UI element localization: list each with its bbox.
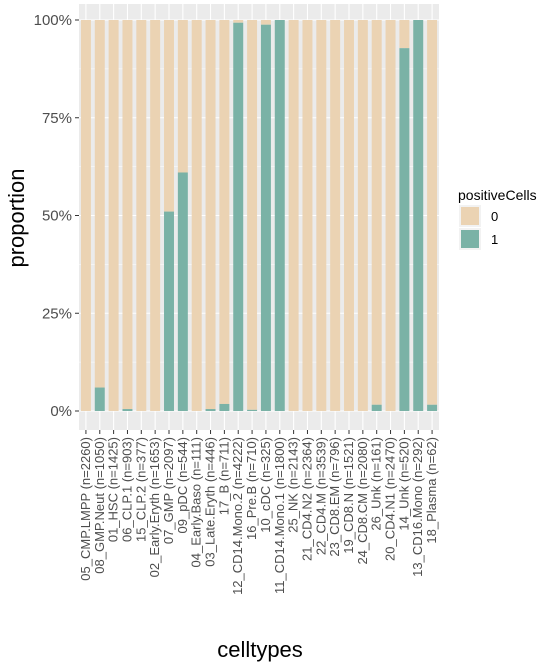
x-tick-label: 22_CD4.M (n=3539)	[313, 437, 328, 555]
x-tick-label: 19_CD8.N (n=1521)	[341, 437, 356, 554]
x-tick-label: 17_B (n=711)	[216, 437, 231, 515]
legend-title: positiveCells	[458, 187, 537, 203]
x-tick-label: 26_Unk (n=161)	[369, 437, 384, 531]
x-tick-label: 12_CD14.Mono.2 (n=4222)	[230, 437, 245, 595]
bar-segment-1	[122, 409, 133, 411]
bar-segment-1	[413, 20, 424, 411]
legend: positiveCells 0 1	[458, 187, 537, 250]
x-axis-ticks: 05_CMP.LMPP (n=2260)08_GMP.Neut (n=1050)…	[78, 430, 439, 595]
bar-segment-1	[247, 409, 258, 411]
bar-segment-0	[177, 20, 188, 173]
bar-segment-0	[260, 20, 271, 25]
y-axis-title: proportion	[4, 168, 29, 267]
bar-segment-0	[357, 20, 368, 411]
x-tick-label: 05_CMP.LMPP (n=2260)	[78, 437, 93, 581]
bar-segment-1	[260, 24, 271, 412]
x-tick-label: 13_CD16.Mono (n=292)	[410, 437, 425, 577]
bar-segment-0	[205, 20, 216, 410]
x-tick-label: 03_Late.Eryth (n=446)	[203, 437, 218, 567]
bar-segment-0	[427, 20, 438, 405]
bar-segment-1	[371, 404, 382, 411]
bar-segment-0	[344, 20, 354, 411]
x-tick-label: 11_CD14.Mono.1 (n=1800)	[272, 437, 287, 594]
bar-segment-0	[164, 20, 174, 212]
legend-swatch-1	[461, 230, 479, 248]
y-tick-label: 25%	[42, 305, 72, 322]
bar-segment-0	[385, 20, 396, 411]
y-tick-label: 50%	[42, 208, 72, 225]
bar-segment-1	[399, 48, 410, 411]
bar-segment-0	[316, 20, 327, 411]
y-tick-label: 100%	[34, 12, 72, 29]
bar-segment-0	[371, 20, 382, 405]
x-tick-label: 08_GMP.Neut (n=1050)	[92, 437, 107, 574]
bar-segment-1	[274, 20, 285, 411]
x-axis-title: celltypes	[217, 637, 303, 662]
x-tick-label: 20_CD4.N1 (n=2470)	[383, 437, 398, 561]
bar-segment-0	[399, 20, 410, 49]
x-tick-label: 21_CD4.N2 (n=2364)	[299, 437, 314, 561]
x-tick-label: 01_HSC (n=1425)	[106, 437, 121, 542]
x-tick-label: 18_Plasma (n=62)	[424, 437, 439, 544]
bar-segment-0	[80, 20, 91, 411]
legend-label-1: 1	[491, 232, 498, 247]
bar-segment-0	[233, 20, 244, 23]
x-tick-label: 09_pDC (n=544)	[175, 437, 190, 533]
bar-segment-1	[427, 404, 438, 411]
y-axis-ticks: 0% 25% 50% 75% 100%	[34, 12, 79, 420]
legend-swatch-0	[461, 207, 479, 225]
y-tick-label: 75%	[42, 110, 72, 127]
bar-segment-0	[191, 20, 202, 411]
bar-segment-1	[205, 409, 216, 411]
legend-label-0: 0	[491, 209, 498, 224]
bar-segment-0	[94, 20, 105, 388]
bar-segment-0	[219, 20, 230, 404]
bar-segment-0	[247, 20, 258, 410]
bar-segment-0	[330, 20, 341, 411]
x-tick-label: 14_Unk (n=520)	[396, 437, 411, 531]
bar-segment-1	[94, 387, 105, 411]
x-tick-label: 04_Early.Baso (n=111)	[189, 437, 204, 567]
bar-segment-0	[150, 20, 161, 411]
x-tick-label: 15_CLP.2 (n=377)	[133, 437, 148, 542]
x-tick-label: 23_CD8.EM (n=796)	[327, 437, 342, 557]
bar-segment-1	[164, 211, 174, 411]
bar-segment-0	[288, 20, 299, 411]
x-tick-label: 16_Pre.B (n=710)	[244, 437, 259, 540]
bar-segment-0	[302, 20, 313, 411]
x-tick-label: 06_CLP.1 (n=903)	[119, 437, 134, 542]
x-tick-label: 07_GMP (n=2097)	[161, 437, 176, 544]
bar-segment-1	[219, 403, 230, 411]
plot-panel	[79, 4, 439, 430]
bar-segment-0	[108, 20, 119, 411]
y-tick-label: 0%	[50, 403, 72, 420]
x-tick-label: 10_cDC (n=325)	[258, 437, 273, 533]
x-tick-label: 24_CD8.CM (n=2080)	[355, 437, 370, 565]
x-tick-label: 25_NK (n=2143)	[286, 437, 301, 533]
bar-segment-1	[177, 172, 188, 411]
x-tick-label: 02_Early.Eryth (n=1653)	[147, 437, 162, 577]
bars	[80, 20, 438, 412]
bar-segment-0	[122, 20, 133, 410]
bar-segment-0	[136, 20, 147, 411]
bar-segment-1	[233, 22, 244, 411]
